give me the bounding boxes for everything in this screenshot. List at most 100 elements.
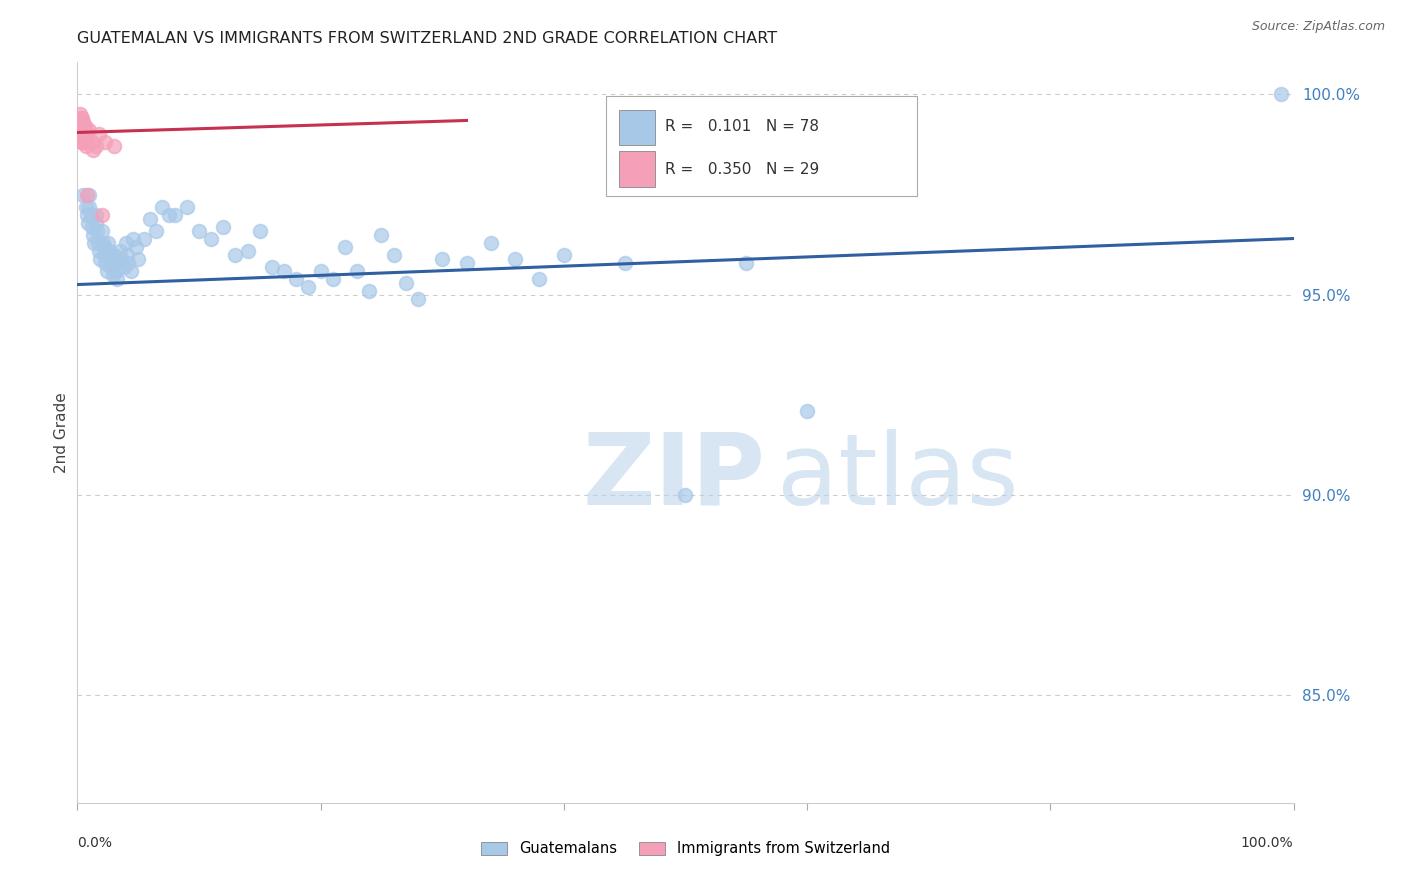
Point	[76, 207, 98, 221]
Point	[72, 123, 94, 137]
Point	[395, 276, 418, 290]
Point	[80, 207, 103, 221]
Point	[93, 247, 115, 261]
Point	[430, 252, 453, 266]
Point	[115, 235, 138, 250]
Point	[72, 131, 94, 145]
FancyBboxPatch shape	[619, 152, 655, 186]
Point	[249, 223, 271, 237]
Point	[93, 239, 115, 253]
Point	[273, 263, 295, 277]
Point	[479, 235, 502, 250]
Point	[79, 123, 101, 137]
Point	[77, 215, 100, 229]
Y-axis label: 2nd Grade: 2nd Grade	[53, 392, 69, 473]
Point	[796, 403, 818, 417]
Legend: Guatemalans, Immigrants from Switzerland: Guatemalans, Immigrants from Switzerland	[475, 836, 896, 863]
Point	[297, 279, 319, 293]
Point	[75, 131, 97, 145]
Point	[370, 227, 392, 242]
Point	[83, 235, 105, 250]
Point	[96, 263, 118, 277]
Point	[103, 139, 125, 153]
Point	[236, 244, 259, 258]
Point	[70, 120, 93, 134]
Point	[145, 223, 167, 237]
Point	[76, 187, 98, 202]
Point	[90, 223, 112, 237]
Point	[80, 136, 103, 150]
Point	[86, 223, 108, 237]
Point	[309, 263, 332, 277]
Point	[105, 263, 128, 277]
Point	[110, 252, 132, 266]
Point	[75, 123, 97, 137]
Point	[80, 219, 103, 234]
Point	[70, 120, 93, 134]
Point	[89, 244, 111, 258]
Point	[73, 128, 96, 142]
Point	[139, 211, 162, 226]
Text: R =   0.350   N = 29: R = 0.350 N = 29	[665, 161, 820, 177]
Point	[117, 255, 139, 269]
Point	[70, 112, 93, 126]
Text: Source: ZipAtlas.com: Source: ZipAtlas.com	[1251, 20, 1385, 33]
Point	[97, 244, 120, 258]
Point	[87, 235, 110, 250]
Point	[322, 271, 344, 285]
Point	[127, 252, 149, 266]
Point	[382, 247, 405, 261]
FancyBboxPatch shape	[606, 95, 917, 195]
Point	[735, 255, 758, 269]
Point	[91, 235, 114, 250]
Point	[82, 227, 104, 242]
Point	[125, 239, 148, 253]
Point	[84, 215, 107, 229]
Point	[70, 128, 93, 142]
Point	[285, 271, 308, 285]
Text: ZIP: ZIP	[582, 428, 765, 525]
Point	[200, 231, 222, 245]
Point	[108, 244, 131, 258]
Point	[224, 247, 246, 261]
Point	[115, 247, 138, 261]
Point	[406, 292, 429, 306]
Point	[73, 120, 96, 134]
Point	[104, 255, 127, 269]
Point	[70, 136, 93, 150]
Point	[163, 207, 186, 221]
Point	[101, 268, 124, 282]
Point	[70, 136, 93, 150]
Point	[359, 284, 381, 298]
Point	[69, 115, 91, 129]
Point	[553, 247, 575, 261]
Point	[100, 260, 122, 274]
Point	[75, 200, 97, 214]
Point	[79, 187, 101, 202]
Point	[260, 260, 283, 274]
Point	[82, 144, 104, 158]
Point	[70, 128, 93, 142]
Point	[103, 247, 125, 261]
Point	[98, 252, 121, 266]
FancyBboxPatch shape	[619, 110, 655, 145]
Text: R =   0.101   N = 78: R = 0.101 N = 78	[665, 120, 818, 135]
Point	[84, 207, 107, 221]
Point	[69, 107, 91, 121]
Point	[613, 255, 636, 269]
Point	[675, 488, 697, 502]
Point	[107, 271, 129, 285]
Point	[97, 235, 120, 250]
Point	[69, 123, 91, 137]
Text: 0.0%: 0.0%	[77, 836, 112, 850]
Point	[212, 219, 235, 234]
Point	[72, 115, 94, 129]
Point	[89, 252, 111, 266]
Point	[122, 231, 145, 245]
Point	[84, 139, 107, 153]
Text: atlas: atlas	[776, 428, 1018, 525]
Point	[456, 255, 478, 269]
Point	[1270, 87, 1292, 102]
Point	[176, 200, 198, 214]
Text: GUATEMALAN VS IMMIGRANTS FROM SWITZERLAND 2ND GRADE CORRELATION CHART: GUATEMALAN VS IMMIGRANTS FROM SWITZERLAN…	[77, 31, 778, 46]
